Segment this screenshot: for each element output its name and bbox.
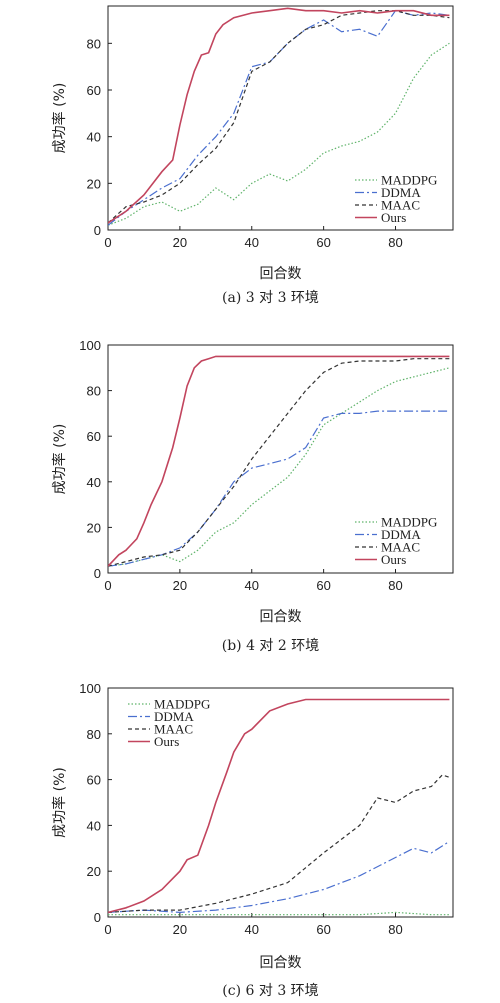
chart-panel-3: 0 20 40 60 80 0 20 40 60 80 100 回合数 成功率 (%) MADDPGDDM… [51,681,454,999]
plot-frame [107,687,454,918]
legend-label-maddpg: MADDPG [381,515,437,530]
y-tick-label: 100 [79,338,101,353]
y-tick-label: 80 [87,384,101,399]
legend-label-maddpg: MADDPG [154,697,210,712]
x-axis-label: 回合数 [260,955,302,971]
legend-label-ddma: DDMA [154,709,194,724]
panel-caption: (b) 4 对 2 环境 [222,638,320,654]
y-tick-label: 0 [94,910,101,925]
y-tick-label: 60 [87,429,101,444]
legend-label-ours: Ours [154,734,179,749]
x-tick-label: 0 [104,235,111,250]
x-tick-label: 0 [104,578,111,593]
x-tick-label: 80 [388,922,402,937]
plot-frame [107,5,454,231]
x-tick-label: 60 [316,235,330,250]
y-tick-label: 0 [94,223,101,238]
series-line-ours [108,7,450,224]
y-tick-label: 40 [87,475,101,490]
series-line-maac [108,774,450,913]
x-tick-label: 60 [316,578,330,593]
y-axis-label: 成功率 (%) [51,767,68,838]
y-tick-label: 20 [87,520,101,535]
y-tick-label: 40 [87,130,101,145]
x-tick-label: 60 [316,922,330,937]
series-line-maac [108,358,450,567]
plot-frame [107,344,454,574]
x-axis-label: 回合数 [260,609,302,625]
y-tick-label: 100 [79,681,101,696]
series-line-maddpg [108,367,450,567]
legend-label-maddpg: MADDPG [381,173,437,188]
y-tick-label: 20 [87,176,101,191]
x-tick-label: 0 [104,922,111,937]
legend-label-maac: MAAC [381,198,420,213]
legend-label-ours: Ours [381,552,406,567]
y-tick-label: 40 [87,818,101,833]
legend-label-maac: MAAC [154,722,193,737]
legend-label-maac: MAAC [381,540,420,555]
series-line-ours [108,355,450,567]
legend-label-ddma: DDMA [381,185,421,200]
y-tick-label: 60 [87,773,101,788]
series-line-maddpg [108,911,450,916]
y-tick-label: 0 [94,566,101,581]
series-line-ddma [108,10,450,226]
x-tick-label: 40 [245,922,259,937]
x-axis-label: 回合数 [260,266,302,282]
y-axis-label: 成功率 (%) [51,83,68,154]
series-line-ours [108,698,450,914]
x-tick-label: 40 [245,235,259,250]
y-tick-label: 80 [87,36,101,51]
x-tick-label: 20 [173,922,187,937]
x-tick-label: 40 [245,578,259,593]
legend-label-ddma: DDMA [381,527,421,542]
x-tick-label: 80 [388,578,402,593]
legend-label-ours: Ours [381,210,406,225]
x-tick-label: 80 [388,235,402,250]
series-line-ddma [108,840,450,914]
series-line-maddpg [108,42,450,226]
panel-caption: (a) 3 对 3 环境 [222,290,319,306]
x-tick-label: 20 [173,578,187,593]
y-tick-label: 20 [87,864,101,879]
chart-panel-1: 0 20 40 60 80 0 20 40 60 80 回合数 成功率 (%) MADDPGDDMAMA… [51,5,454,306]
panel-caption: (c) 6 对 3 环境 [222,983,318,999]
y-axis-label: 成功率 (%) [51,424,68,495]
x-tick-label: 20 [173,235,187,250]
y-tick-label: 80 [87,727,101,742]
y-tick-label: 60 [87,83,101,98]
chart-panel-2: 0 20 40 60 80 0 20 40 60 80 100 回合数 成功率 (%) MADDPGDDM… [51,338,454,654]
